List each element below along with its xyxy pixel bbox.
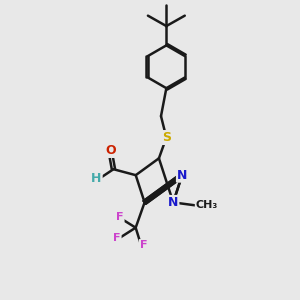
Text: F: F: [116, 212, 124, 222]
Text: N: N: [168, 196, 178, 209]
Text: S: S: [162, 131, 171, 144]
Text: F: F: [113, 233, 121, 243]
Text: CH₃: CH₃: [196, 200, 218, 210]
Text: H: H: [91, 172, 102, 184]
Text: N: N: [177, 169, 187, 182]
Text: O: O: [105, 144, 116, 157]
Text: F: F: [140, 240, 147, 250]
